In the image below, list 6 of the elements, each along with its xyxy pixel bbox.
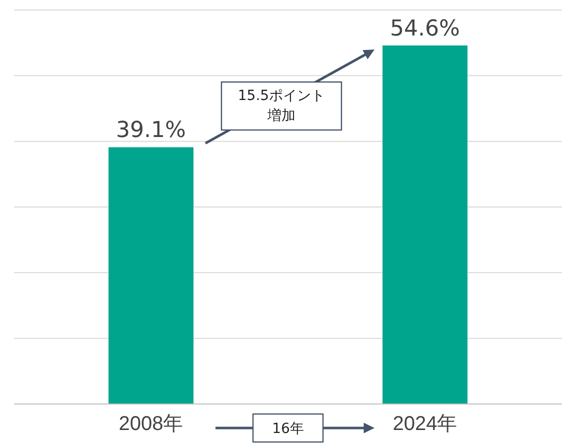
- x-tick-label: 2008年: [118, 413, 184, 436]
- x-tick-label: 2024年: [392, 413, 458, 436]
- annotation: 15.5ポイント増加: [236, 87, 326, 126]
- data-label: 54.6%: [390, 16, 460, 42]
- data-label: 39.1%: [116, 118, 186, 144]
- text: 16年: [272, 421, 304, 437]
